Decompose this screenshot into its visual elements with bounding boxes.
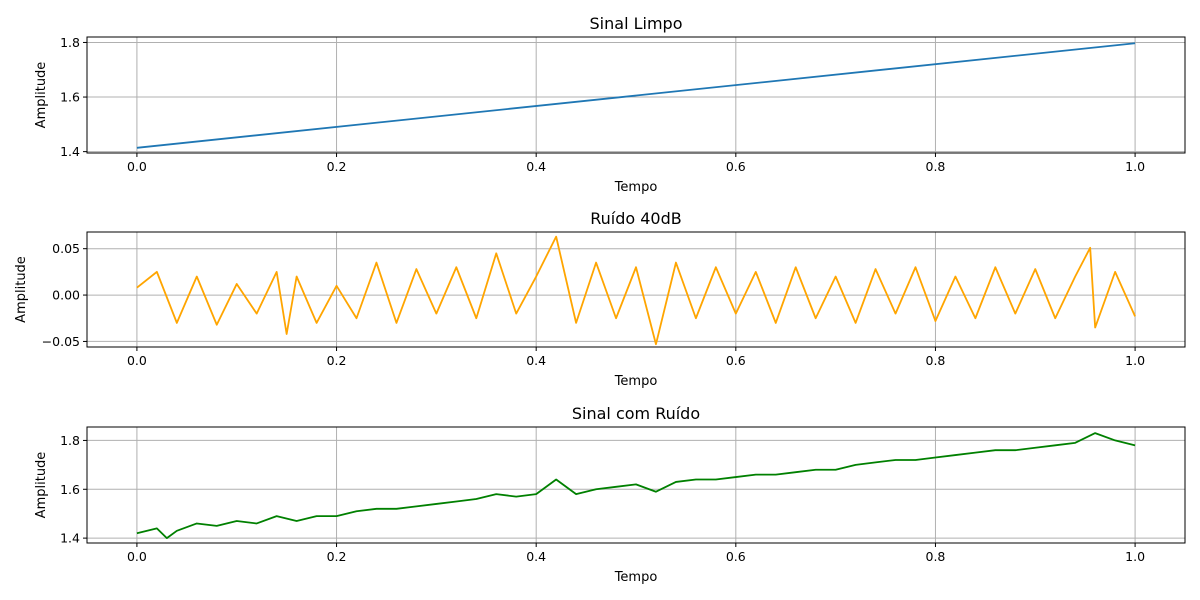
chart-title: Ruído 40dB [590,209,682,228]
x-tick-label: 0.0 [127,159,147,174]
x-tick-label: 0.0 [127,353,147,368]
x-tick-label: 0.4 [526,549,546,564]
y-tick-label: 1.6 [60,482,80,497]
subplot-3: 0.0 0.2 0.4 0.6 0.8 1.0 1.4 1.6 1.8 Sinal com Ruí… [34,404,1186,585]
plot-frame [86,231,1186,348]
subplot-1: 0.0 0.2 0.4 0.6 0.8 1.0 1.4 1.6 1.8 Sinal Limpo Te… [34,14,1186,195]
x-tick-label: 0.6 [726,353,746,368]
chart-title: Sinal com Ruído [572,404,700,423]
y-axis-label: Amplitude [14,256,29,323]
x-axis-label: Tempo [614,570,658,585]
x-tick-label: 0.2 [327,159,347,174]
x-tick-label: 1.0 [1125,549,1145,564]
y-axis-label: Amplitude [34,62,49,129]
x-tick-label: 1.0 [1125,159,1145,174]
x-tick-label: 0.4 [526,353,546,368]
y-axis-label: Amplitude [34,452,49,519]
x-tick-label: 0.2 [327,549,347,564]
y-tick-label: 1.8 [60,35,80,50]
y-tick-label: 0.00 [52,288,80,303]
x-tick-label: 0.6 [726,159,746,174]
y-tick-label: 0.05 [52,241,80,256]
chart-title: Sinal Limpo [590,14,683,33]
x-tick-label: 0.2 [327,353,347,368]
y-tick-label: −0.05 [42,334,80,349]
x-tick-label: 0.8 [926,159,946,174]
y-tick-label: 1.6 [60,90,80,105]
x-tick-label: 0.6 [726,549,746,564]
y-tick-label: 1.8 [60,433,80,448]
series-line [136,235,1136,346]
x-tick-label: 0.4 [526,159,546,174]
y-tick-label: 1.4 [60,531,80,546]
x-axis-label: Tempo [614,180,658,195]
plot-frame [86,36,1186,154]
series-line [136,42,1136,149]
series-line [136,432,1136,540]
x-tick-label: 1.0 [1125,353,1145,368]
plot-frame [86,426,1186,544]
x-tick-label: 0.8 [926,549,946,564]
x-tick-label: 0.8 [926,353,946,368]
y-tick-label: 1.4 [60,144,80,159]
x-tick-label: 0.0 [127,549,147,564]
subplot-2: 0.0 0.2 0.4 0.6 0.8 1.0 −0.05 0.00 0.05 Ruído 40d… [14,209,1186,389]
x-axis-label: Tempo [614,374,658,389]
